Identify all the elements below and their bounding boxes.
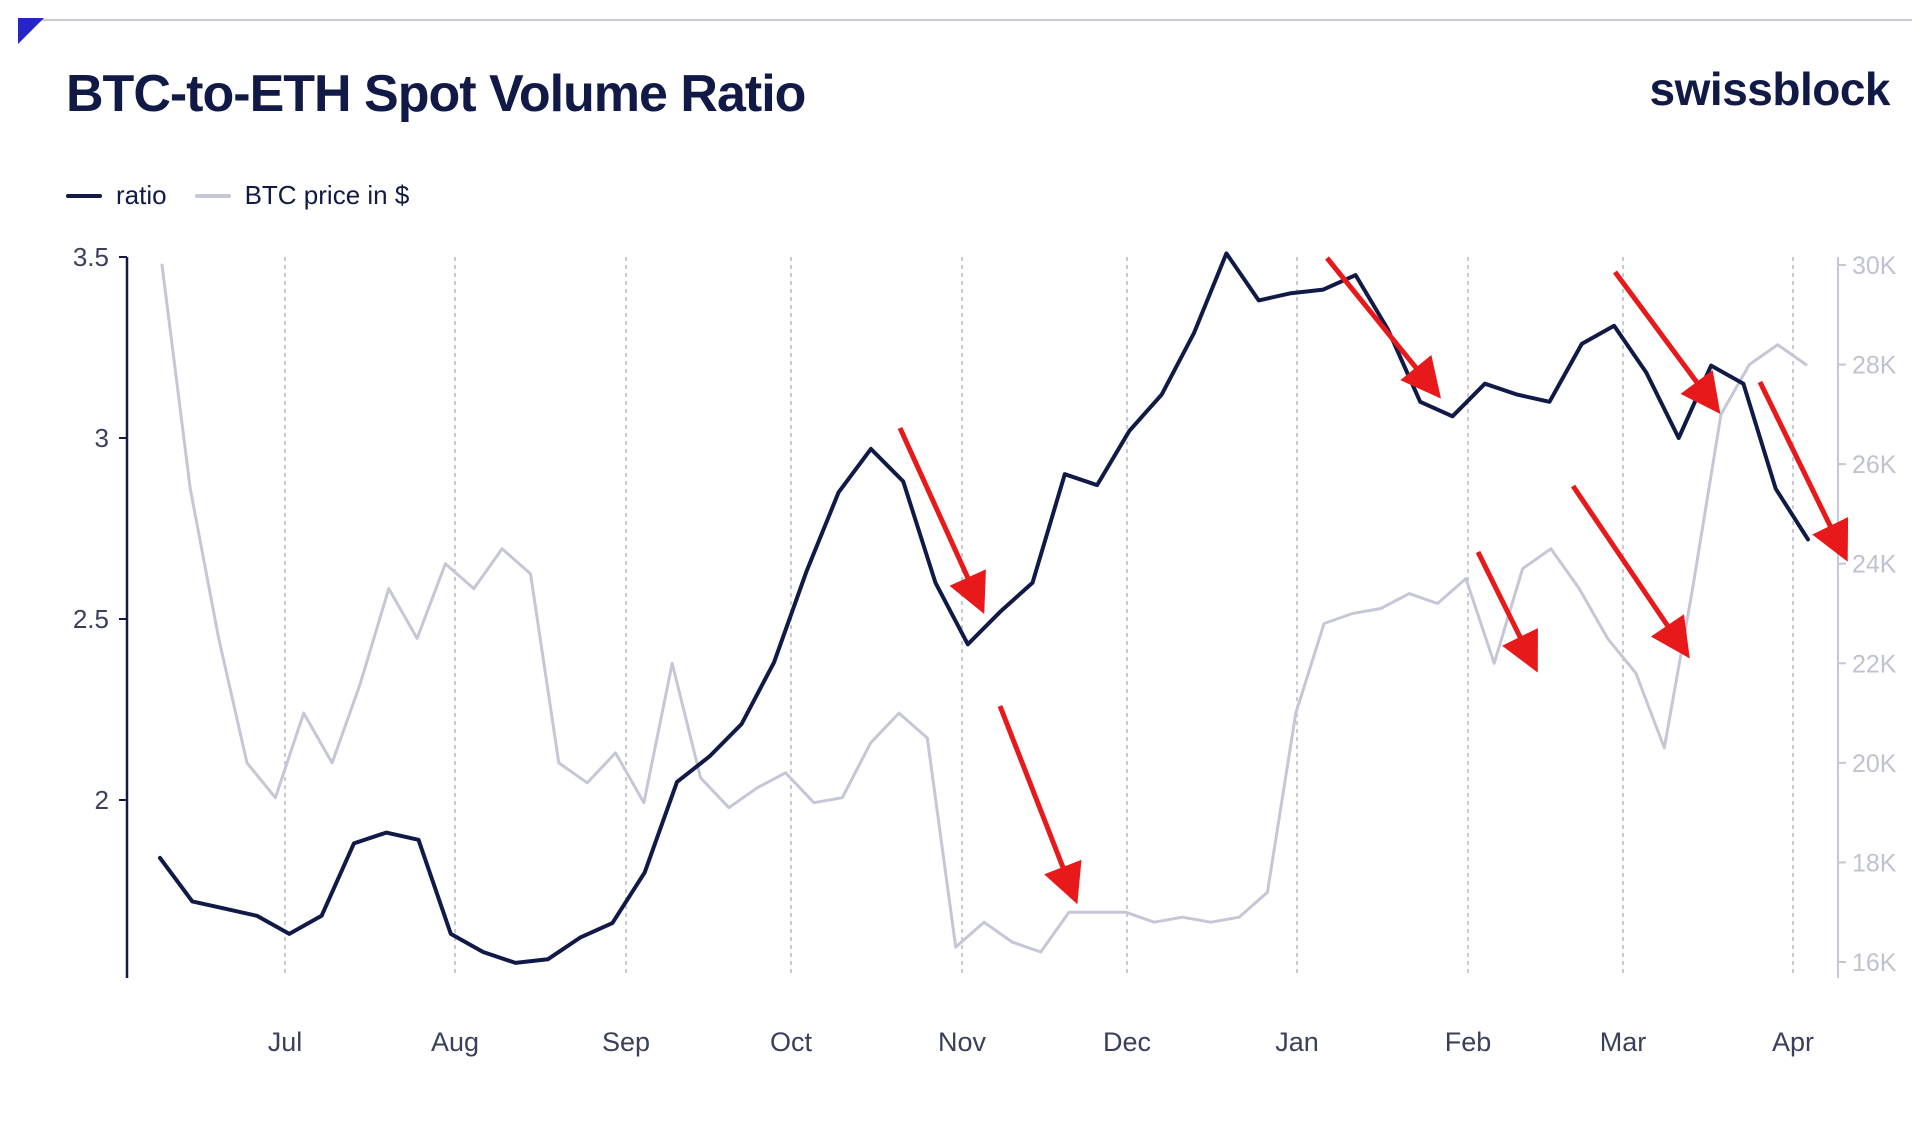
legend-swatch-btc-price <box>194 193 231 198</box>
annotation-arrows <box>897 256 1849 905</box>
annotation-arrow <box>1757 380 1849 562</box>
x-tick-label: Dec <box>1103 1027 1151 1057</box>
y-left-tick-label: 2.5 <box>73 604 109 634</box>
x-tick-label: Aug <box>431 1027 479 1057</box>
legend-swatch-ratio <box>66 193 102 198</box>
y-left-tick-label: 2 <box>95 785 109 815</box>
annotation-arrow <box>1612 270 1721 415</box>
y-right-tick-label: 30K <box>1852 252 1897 280</box>
x-tick-label: Mar <box>1600 1027 1647 1057</box>
series-line-ratio[interactable] <box>158 251 1810 965</box>
annotation-arrow <box>1570 484 1690 659</box>
legend-label-btc-price: BTC price in $ <box>244 180 410 210</box>
page-title: BTC-to-ETH Spot Volume Ratio <box>66 65 806 123</box>
x-tick-label: Oct <box>770 1027 813 1057</box>
y-right-tick-label: 20K <box>1852 750 1897 778</box>
legend-label-ratio: ratio <box>116 180 167 210</box>
y-left-tick-label: 3 <box>95 423 109 453</box>
y-left-tick-label: 3.5 <box>73 242 109 272</box>
top-rule <box>28 19 1912 21</box>
legend-item-ratio[interactable]: ratio <box>66 180 167 211</box>
annotation-arrow <box>1325 256 1442 399</box>
x-tick-label: Apr <box>1772 1027 1814 1057</box>
annotation-arrow <box>897 426 986 614</box>
x-tick-label: Jul <box>268 1027 303 1057</box>
annotation-arrow <box>1475 550 1538 673</box>
y-right-tick-label: 28K <box>1852 352 1897 380</box>
y-right-tick-label: 22K <box>1852 650 1897 678</box>
corner-mark <box>18 18 44 44</box>
legend: ratio BTC price in $ <box>66 180 437 211</box>
y-right-tick-label: 26K <box>1852 451 1897 479</box>
series-line-btc-price[interactable] <box>160 263 1808 954</box>
y-right-tick-label: 24K <box>1852 551 1897 579</box>
x-tick-label: Feb <box>1445 1027 1492 1057</box>
annotation-arrow <box>997 705 1082 905</box>
legend-item-btc-price[interactable]: BTC price in $ <box>194 180 410 211</box>
brand-logo: swissblock <box>1649 63 1891 115</box>
y-right-tick-label: 16K <box>1852 949 1897 977</box>
y-right-tick-label: 18K <box>1852 849 1897 877</box>
x-tick-label: Nov <box>938 1027 987 1057</box>
x-tick-label: Jan <box>1275 1027 1319 1057</box>
x-tick-label: Sep <box>602 1027 650 1057</box>
